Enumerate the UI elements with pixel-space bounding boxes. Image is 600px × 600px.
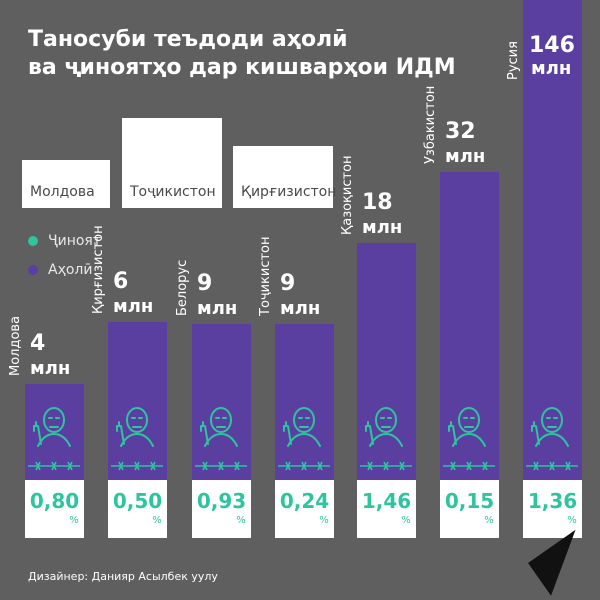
crime-rate-box: [275, 480, 334, 538]
population-bar: [108, 322, 167, 480]
population-unit-label: млн: [280, 298, 320, 319]
country-label: Тоҷикистон: [258, 237, 273, 318]
crime-rate-box: [523, 480, 582, 538]
crime-rate-value: 0,80: [30, 489, 79, 513]
percent-unit: %: [319, 515, 329, 526]
country-label: Белорус: [175, 260, 190, 316]
population-value-label: 146: [529, 33, 575, 58]
crime-rate-value: 0,50: [113, 489, 162, 513]
sputnik-arrow-logo: [528, 529, 599, 596]
legend-population: Аҳолӣ: [28, 262, 92, 278]
bars-layer: 4млнМолдова0,80%6млнҚирғизистон0,50%9млн…: [8, 0, 582, 538]
population-unit-label: млн: [30, 358, 70, 379]
legend-box-kyrgyzstan: Қирғизистон: [233, 146, 337, 208]
population-value-label: 9: [197, 271, 212, 296]
crime-rate-value: 0,15: [445, 489, 494, 513]
crime-rate-value: 1,36: [528, 489, 577, 513]
population-bar: [275, 324, 334, 480]
country-label: Қазоқистон: [340, 155, 355, 235]
percent-unit: %: [236, 515, 246, 526]
population-bar: [357, 243, 416, 480]
legend-box-label: Тоҷикистон: [130, 184, 216, 200]
population-unit-label: млн: [362, 217, 402, 238]
crime-rate-value: 1,46: [362, 489, 411, 513]
crime-rate-box: [192, 480, 251, 538]
population-value-label: 32: [445, 119, 476, 144]
crime-rate-box: [357, 480, 416, 538]
legend-box-label: Молдова: [30, 184, 95, 200]
country-label: Молдова: [8, 316, 23, 376]
legend-box-label: Қирғизистон: [241, 184, 337, 200]
percent-unit: %: [152, 515, 162, 526]
country-label: Русия: [506, 41, 521, 80]
crime-rate-box: [108, 480, 167, 538]
percent-unit: %: [69, 515, 79, 526]
crime-rate-box: [440, 480, 499, 538]
percent-unit: %: [401, 515, 411, 526]
population-value-label: 9: [280, 271, 295, 296]
legend-box-tajikistan: Тоҷикистон: [122, 118, 222, 208]
population-unit-label: млн: [197, 298, 237, 319]
legend-crime-label: Ҷиноят: [48, 233, 101, 249]
designer-credit: Дизайнер: Данияр Асылбек уулу: [28, 570, 218, 583]
crime-rate-box: [25, 480, 84, 538]
population-value-label: 6: [113, 269, 128, 294]
country-label: Узбакистон: [423, 86, 438, 164]
population-unit-label: млн: [531, 58, 571, 79]
country-label: Қирғизистон: [91, 225, 106, 314]
percent-unit: %: [567, 515, 577, 526]
population-bar: [192, 324, 251, 480]
crime-rate-value: 0,24: [280, 489, 329, 513]
percent-unit: %: [484, 515, 494, 526]
population-value-label: 18: [362, 190, 393, 215]
title-line-2: ва ҷиноятҳо дар кишварҳои ИДМ: [28, 55, 456, 80]
title-line-1: Таносуби теъдоди аҳолӣ: [28, 27, 348, 52]
legend-crime: Ҷиноят: [28, 233, 101, 249]
legend-box-moldova: Молдова: [22, 160, 110, 208]
population-bar: [523, 0, 582, 480]
legend-population-label: Аҳолӣ: [48, 262, 93, 278]
population-value-label: 4: [30, 331, 45, 356]
population-legend-dot: [28, 265, 38, 275]
population-unit-label: млн: [445, 146, 485, 167]
population-unit-label: млн: [113, 296, 153, 317]
chart-title: Таносуби теъдоди аҳолӣ ва ҷиноятҳо дар к…: [28, 26, 456, 82]
crime-legend-dot: [28, 236, 38, 246]
crime-rate-value: 0,93: [197, 489, 246, 513]
